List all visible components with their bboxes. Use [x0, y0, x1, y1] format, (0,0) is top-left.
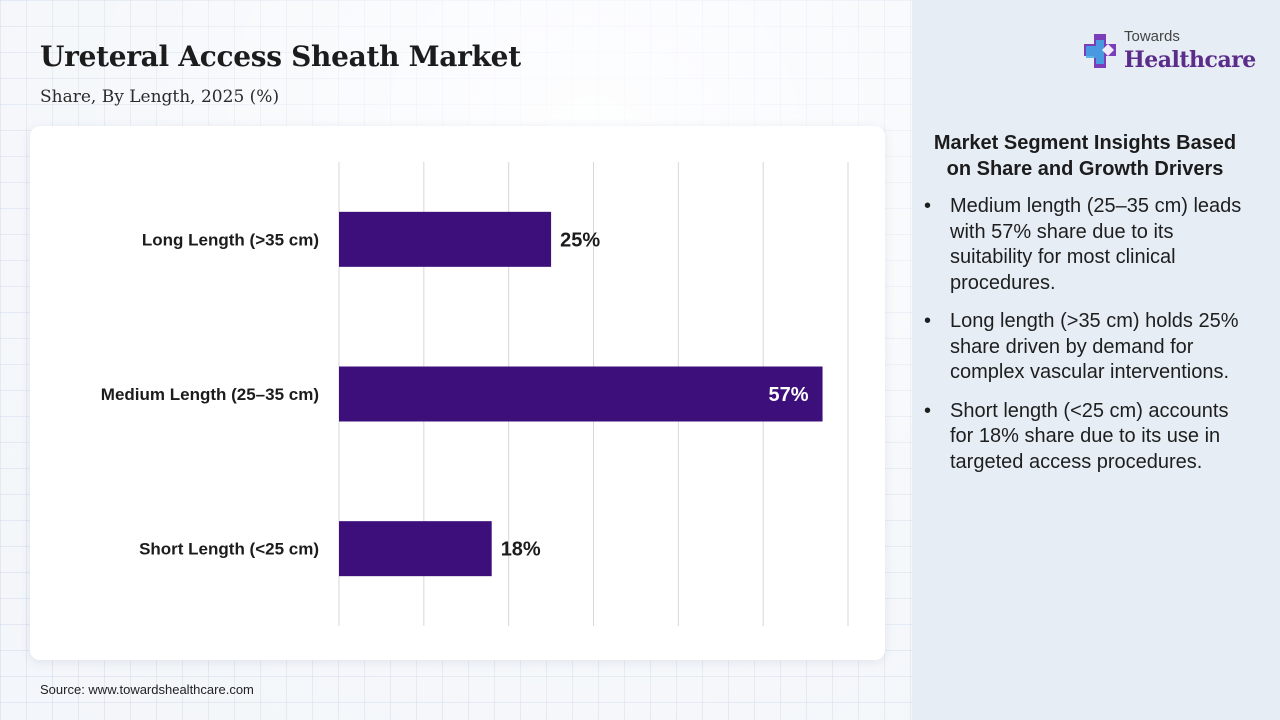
insight-item: Short length (<25 cm) accounts for 18% s… — [924, 399, 1250, 476]
chart-card: Long Length (>35 cm) 25% Medium Length (25… — [30, 126, 885, 660]
insights-section: Market Segment Insights Based on Share a… — [920, 130, 1250, 488]
bar-chart: Long Length (>35 cm) 25% Medium Length (25… — [101, 162, 849, 626]
category-label: Short Length (<25 cm) — [139, 540, 319, 559]
insight-item: Long length (>35 cm) holds 25% share dri… — [924, 309, 1250, 386]
data-label: 18% — [501, 539, 541, 561]
bar — [339, 521, 492, 577]
data-label: 57% — [769, 384, 809, 406]
logo-bottom-text: Healthcare — [1124, 47, 1256, 73]
insights-heading: Market Segment Insights Based on Share a… — [933, 132, 1237, 180]
bar — [339, 211, 552, 267]
cross-plus-icon — [1084, 34, 1116, 68]
bar — [339, 366, 823, 422]
brand-logo: Towards Healthcare — [1078, 26, 1258, 78]
category-label: Medium Length (25–35 cm) — [101, 385, 319, 404]
insights-list: Medium length (25–35 cm) leads with 57% … — [920, 194, 1250, 475]
category-label: Long Length (>35 cm) — [142, 230, 319, 249]
page-subtitle: Share, By Length, 2025 (%) — [40, 87, 280, 107]
data-label: 25% — [560, 229, 600, 251]
insight-item: Medium length (25–35 cm) leads with 57% … — [924, 194, 1250, 296]
source-note: Source: www.towardshealthcare.com — [40, 682, 254, 697]
logo-top-text: Towards — [1124, 28, 1180, 45]
page-title: Ureteral Access Sheath Market — [40, 40, 521, 73]
